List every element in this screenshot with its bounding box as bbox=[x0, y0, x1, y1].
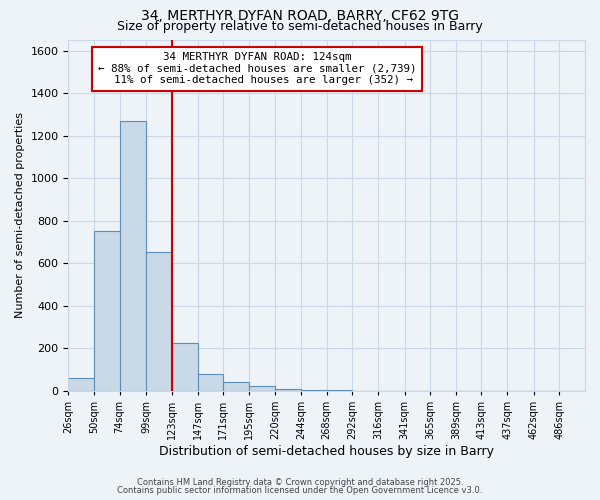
Text: 34, MERTHYR DYFAN ROAD, BARRY, CF62 9TG: 34, MERTHYR DYFAN ROAD, BARRY, CF62 9TG bbox=[141, 9, 459, 23]
Y-axis label: Number of semi-detached properties: Number of semi-detached properties bbox=[15, 112, 25, 318]
Bar bbox=[197, 374, 223, 390]
Bar bbox=[68, 378, 94, 390]
Text: Contains public sector information licensed under the Open Government Licence v3: Contains public sector information licen… bbox=[118, 486, 482, 495]
Bar bbox=[146, 252, 172, 390]
Text: Size of property relative to semi-detached houses in Barry: Size of property relative to semi-detach… bbox=[117, 20, 483, 33]
Bar bbox=[94, 231, 119, 390]
Text: Contains HM Land Registry data © Crown copyright and database right 2025.: Contains HM Land Registry data © Crown c… bbox=[137, 478, 463, 487]
Bar bbox=[172, 342, 197, 390]
Bar bbox=[119, 120, 146, 390]
Bar bbox=[223, 382, 249, 390]
Bar bbox=[249, 386, 275, 390]
Text: 34 MERTHYR DYFAN ROAD: 124sqm
← 88% of semi-detached houses are smaller (2,739)
: 34 MERTHYR DYFAN ROAD: 124sqm ← 88% of s… bbox=[98, 52, 416, 86]
X-axis label: Distribution of semi-detached houses by size in Barry: Distribution of semi-detached houses by … bbox=[159, 444, 494, 458]
